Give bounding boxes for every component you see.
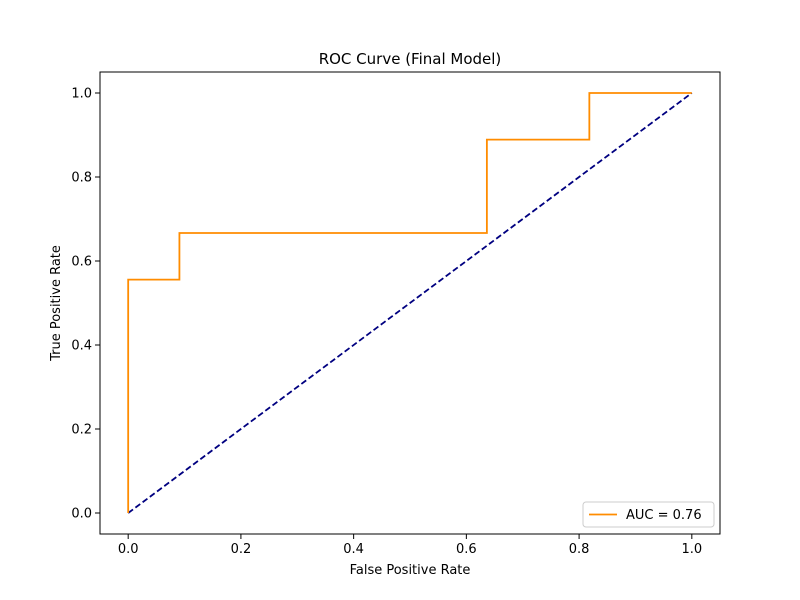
roc-curve-line: [127, 92, 692, 513]
plot-frame: [99, 71, 721, 535]
chart-title: ROC Curve (Final Model): [319, 50, 502, 68]
y-axis-label: True Positive Rate: [49, 245, 64, 362]
x-tick-label: 0.6: [456, 542, 477, 557]
y-tick-label: 0.8: [71, 171, 92, 186]
legend-label-roc: AUC = 0.76: [626, 508, 702, 523]
chance-diagonal-line: [127, 92, 693, 514]
x-axis-label: False Positive Rate: [350, 563, 471, 578]
plot-layer: [127, 92, 693, 514]
y-tick-label: 0.2: [71, 423, 92, 438]
legend: AUC = 0.76: [582, 501, 715, 528]
x-tick-label: 1.0: [681, 542, 702, 557]
y-tick-label: 1.0: [71, 87, 92, 102]
x-tick-label: 0.0: [118, 542, 139, 557]
x-tick-label: 0.2: [231, 542, 252, 557]
y-tick-label: 0.0: [71, 507, 92, 522]
y-axis-ticks: 0.0 0.2 0.4 0.6 0.8 1.0: [71, 87, 100, 522]
x-tick-label: 0.8: [569, 542, 590, 557]
x-tick-label: 0.4: [343, 542, 364, 557]
legend-box: [582, 501, 715, 528]
y-tick-label: 0.6: [71, 255, 92, 270]
y-tick-label: 0.4: [71, 339, 92, 354]
x-axis-ticks: 0.0 0.2 0.4 0.6 0.8 1.0: [118, 534, 702, 557]
